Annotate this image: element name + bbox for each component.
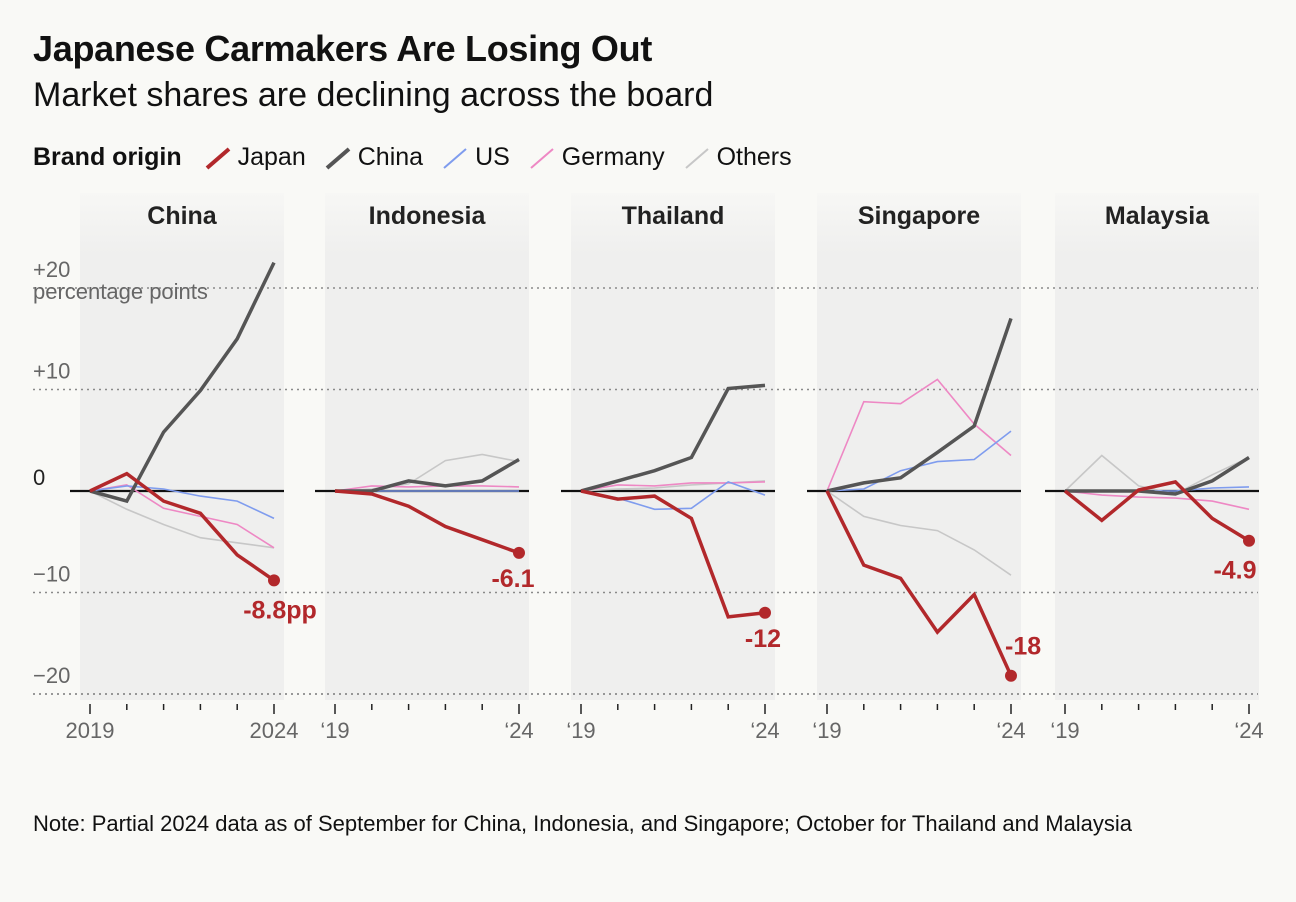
series-line-germany-malaysia — [1064, 490, 1250, 511]
end-point-japan-thailand — [759, 606, 771, 619]
legend-label-others: Others — [716, 143, 792, 171]
end-label-japan-thailand: -12 — [745, 625, 781, 653]
legend-swatch-others — [684, 147, 709, 169]
end-point-japan-indonesia — [513, 546, 525, 559]
panel-title-malaysia: Malaysia — [1105, 202, 1210, 230]
legend-label-japan: Japan — [237, 143, 306, 171]
panel-title-thailand: Thailand — [622, 202, 725, 230]
legend-swatch-us — [443, 147, 467, 169]
series-line-others-singapore — [826, 490, 1012, 576]
series-line-germany-thailand — [580, 481, 766, 492]
legend-item-others: Others — [683, 143, 792, 172]
y-unit-label: percentage points — [33, 279, 208, 304]
end-label-japan-indonesia: -6.1 — [491, 565, 534, 593]
legend-item-germany: Germany — [528, 143, 665, 172]
series-line-china-singapore — [826, 317, 1013, 493]
panel-background-malaysia — [1055, 193, 1259, 700]
series-line-japan-china — [89, 471, 275, 582]
series-line-us-china — [89, 485, 275, 520]
y-tick-label: +20 — [33, 257, 70, 282]
end-point-japan-malaysia — [1243, 534, 1255, 547]
chart-subtitle: Market shares are declining across the b… — [33, 76, 714, 114]
series-line-japan-thailand — [580, 489, 766, 619]
series-line-japan-indonesia — [334, 489, 520, 555]
x-tick-label: ‘19 — [812, 718, 841, 743]
series-line-china-malaysia — [1065, 456, 1250, 496]
y-tick-label: +10 — [33, 359, 70, 384]
end-point-japan-singapore — [1005, 669, 1017, 682]
x-tick-label: ‘24 — [504, 718, 533, 743]
x-tick-label: ‘24 — [996, 718, 1025, 743]
small-multiples-chart: +20 +10 0 −10 −20 percentage points China 2019 2… — [33, 193, 1264, 743]
series-line-japan-singapore — [825, 490, 1013, 677]
series-line-others-malaysia — [1064, 454, 1250, 495]
series-line-germany-china — [89, 484, 275, 549]
series-line-germany-indonesia — [334, 485, 520, 492]
legend-item-china: China — [324, 143, 423, 172]
legend-swatch-china — [325, 146, 351, 170]
legend-item-japan: Japan — [204, 143, 306, 172]
legend-label-us: US — [475, 143, 510, 171]
series-line-china-thailand — [580, 383, 766, 493]
panel-background-china — [80, 193, 284, 700]
legend-swatch-japan — [205, 146, 230, 170]
y-tick-label: 0 — [33, 465, 45, 490]
series-line-japan-malaysia — [1063, 479, 1250, 543]
legend-label-china: China — [357, 143, 424, 171]
y-tick-label: −10 — [33, 562, 70, 587]
legend: Brand origin Japan China US Germany Othe… — [33, 143, 810, 172]
x-tick-label: ‘19 — [566, 718, 595, 743]
x-tick-label: 2024 — [250, 718, 299, 743]
series-line-china-china — [89, 261, 276, 504]
x-tick-label: 2019 — [66, 718, 115, 743]
series-line-germany-singapore — [826, 378, 1012, 492]
panel-background-indonesia — [325, 193, 529, 700]
series-line-others-china — [89, 490, 275, 549]
legend-swatch-germany — [530, 147, 554, 169]
series-line-china-indonesia — [335, 457, 520, 493]
panel-title-china: China — [147, 202, 218, 230]
end-label-japan-china: -8.8pp — [243, 596, 317, 624]
x-tick-label: ‘24 — [1234, 718, 1263, 743]
x-tick-label: ‘24 — [750, 718, 779, 743]
legend-item-us: US — [441, 143, 510, 172]
y-tick-label: −20 — [33, 663, 70, 688]
footnote: Note: Partial 2024 data as of September … — [33, 811, 1133, 836]
x-tick-label: ‘19 — [320, 718, 349, 743]
x-tick-label: ‘19 — [1050, 718, 1079, 743]
panel-title-singapore: Singapore — [858, 202, 980, 230]
end-point-japan-china — [268, 574, 280, 587]
legend-label-germany: Germany — [561, 143, 665, 171]
panel-title-indonesia: Indonesia — [369, 202, 487, 230]
chart-title: Japanese Carmakers Are Losing Out — [33, 28, 653, 69]
legend-title: Brand origin — [33, 143, 182, 171]
end-label-japan-singapore: -18 — [1005, 633, 1041, 661]
end-label-japan-malaysia: -4.9 — [1213, 557, 1256, 585]
panel-background-singapore — [817, 193, 1021, 700]
